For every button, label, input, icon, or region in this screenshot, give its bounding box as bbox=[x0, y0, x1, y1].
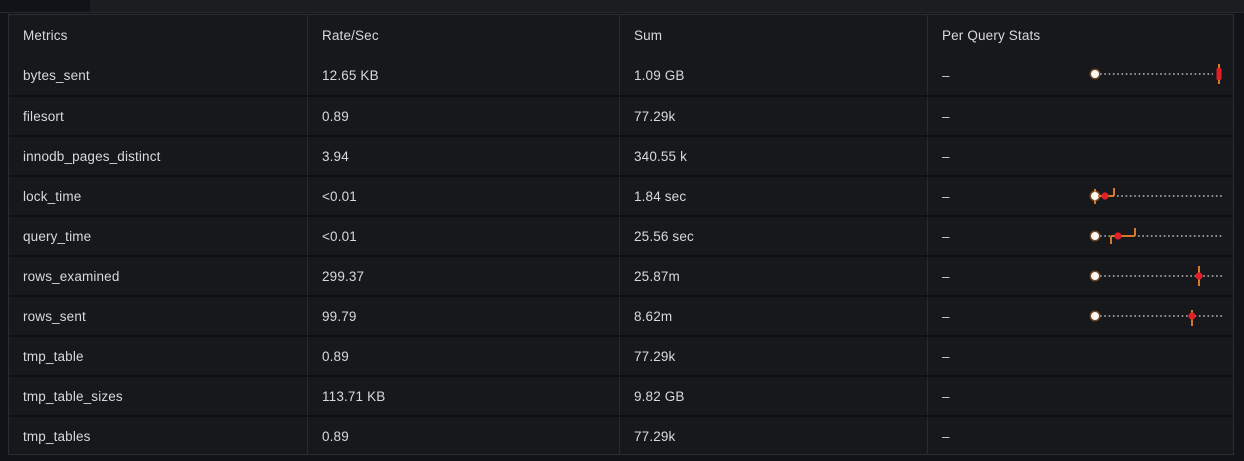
rate-sec-cell: 12.65 KB bbox=[307, 55, 619, 95]
rate-sec-cell: 0.89 bbox=[307, 417, 619, 455]
rate-sec-cell: 99.79 bbox=[307, 297, 619, 335]
sum-cell: 77.29k bbox=[619, 337, 927, 375]
per-query-sparkline bbox=[1089, 188, 1222, 204]
no-value-dash: – bbox=[942, 268, 950, 284]
rate-sec-cell: 113.71 KB bbox=[307, 377, 619, 415]
rate-sec-cell: <0.01 bbox=[307, 217, 619, 255]
no-value-dash: – bbox=[942, 428, 950, 444]
table-header-row: Metrics Rate/Sec Sum Per Query Stats bbox=[9, 15, 1233, 55]
per-query-stats-cell: – bbox=[927, 377, 1233, 415]
metric-name-cell: bytes_sent bbox=[23, 67, 90, 83]
no-value-dash: – bbox=[942, 348, 950, 364]
per-query-stats-cell: – bbox=[927, 217, 1233, 255]
rate-sec-cell: 299.37 bbox=[307, 257, 619, 295]
per-query-sparkline bbox=[1089, 64, 1222, 84]
per-query-sparkline bbox=[1089, 310, 1222, 326]
sum-cell: 25.56 sec bbox=[619, 217, 927, 255]
sum-cell: 25.87m bbox=[619, 257, 927, 295]
per-query-stats-cell: – bbox=[927, 137, 1233, 175]
sum-cell: 8.62m bbox=[619, 297, 927, 335]
metric-name-cell: innodb_pages_distinct bbox=[23, 148, 161, 164]
rate-sec-cell: 3.94 bbox=[307, 137, 619, 175]
table-body: bytes_sent 12.65 KB 1.09 GB – filesort 0.89 77… bbox=[9, 55, 1233, 455]
column-header-metrics[interactable]: Metrics bbox=[23, 27, 68, 43]
per-query-stats-cell: – bbox=[927, 417, 1233, 455]
table-row: tmp_table 0.89 77.29k – bbox=[9, 335, 1233, 375]
rate-sec-cell: 0.89 bbox=[307, 97, 619, 135]
sum-cell: 9.82 GB bbox=[619, 377, 927, 415]
column-header-per-query-stats[interactable]: Per Query Stats bbox=[927, 15, 1233, 55]
per-query-sparkline bbox=[1089, 228, 1222, 244]
table-row: tmp_table_sizes 113.71 KB 9.82 GB – bbox=[9, 375, 1233, 415]
per-query-stats-cell: – bbox=[927, 337, 1233, 375]
per-query-stats-cell: – bbox=[927, 97, 1233, 135]
metric-name-cell: filesort bbox=[23, 108, 64, 124]
sum-cell: 77.29k bbox=[619, 417, 927, 455]
per-query-stats-cell: – bbox=[927, 257, 1233, 295]
metric-name-cell: rows_sent bbox=[23, 308, 86, 324]
table-row: tmp_tables 0.89 77.29k – bbox=[9, 415, 1233, 455]
table-row: bytes_sent 12.65 KB 1.09 GB – bbox=[9, 55, 1233, 95]
sum-cell: 340.55 k bbox=[619, 137, 927, 175]
per-query-sparkline bbox=[1089, 266, 1222, 286]
no-value-dash: – bbox=[942, 188, 950, 204]
metric-name-cell: query_time bbox=[23, 228, 92, 244]
metric-name-cell: tmp_table bbox=[23, 348, 84, 364]
no-value-dash: – bbox=[942, 67, 950, 83]
per-query-stats-cell: – bbox=[927, 55, 1233, 95]
rate-sec-cell: <0.01 bbox=[307, 177, 619, 215]
table-row: innodb_pages_distinct 3.94 340.55 k – bbox=[9, 135, 1233, 175]
no-value-dash: – bbox=[942, 228, 950, 244]
active-tab[interactable] bbox=[0, 0, 90, 12]
column-header-sum[interactable]: Sum bbox=[619, 15, 927, 55]
no-value-dash: – bbox=[942, 148, 950, 164]
per-query-stats-cell: – bbox=[927, 177, 1233, 215]
metrics-table-panel: Metrics Rate/Sec Sum Per Query Stats byt… bbox=[8, 14, 1234, 455]
table-row: rows_examined 299.37 25.87m – bbox=[9, 255, 1233, 295]
per-query-stats-cell: – bbox=[927, 297, 1233, 335]
sum-cell: 1.09 GB bbox=[619, 55, 927, 95]
table-row: lock_time <0.01 1.84 sec – bbox=[9, 175, 1233, 215]
metric-name-cell: rows_examined bbox=[23, 268, 120, 284]
table-row: filesort 0.89 77.29k – bbox=[9, 95, 1233, 135]
metric-name-cell: lock_time bbox=[23, 188, 82, 204]
no-value-dash: – bbox=[942, 108, 950, 124]
table-row: query_time <0.01 25.56 sec – bbox=[9, 215, 1233, 255]
metric-name-cell: tmp_table_sizes bbox=[23, 388, 123, 404]
table-row: rows_sent 99.79 8.62m – bbox=[9, 295, 1233, 335]
sum-cell: 1.84 sec bbox=[619, 177, 927, 215]
top-strip bbox=[0, 0, 1244, 13]
no-value-dash: – bbox=[942, 308, 950, 324]
sum-cell: 77.29k bbox=[619, 97, 927, 135]
no-value-dash: – bbox=[942, 388, 950, 404]
rate-sec-cell: 0.89 bbox=[307, 337, 619, 375]
column-header-rate-sec[interactable]: Rate/Sec bbox=[307, 15, 619, 55]
metric-name-cell: tmp_tables bbox=[23, 428, 91, 444]
